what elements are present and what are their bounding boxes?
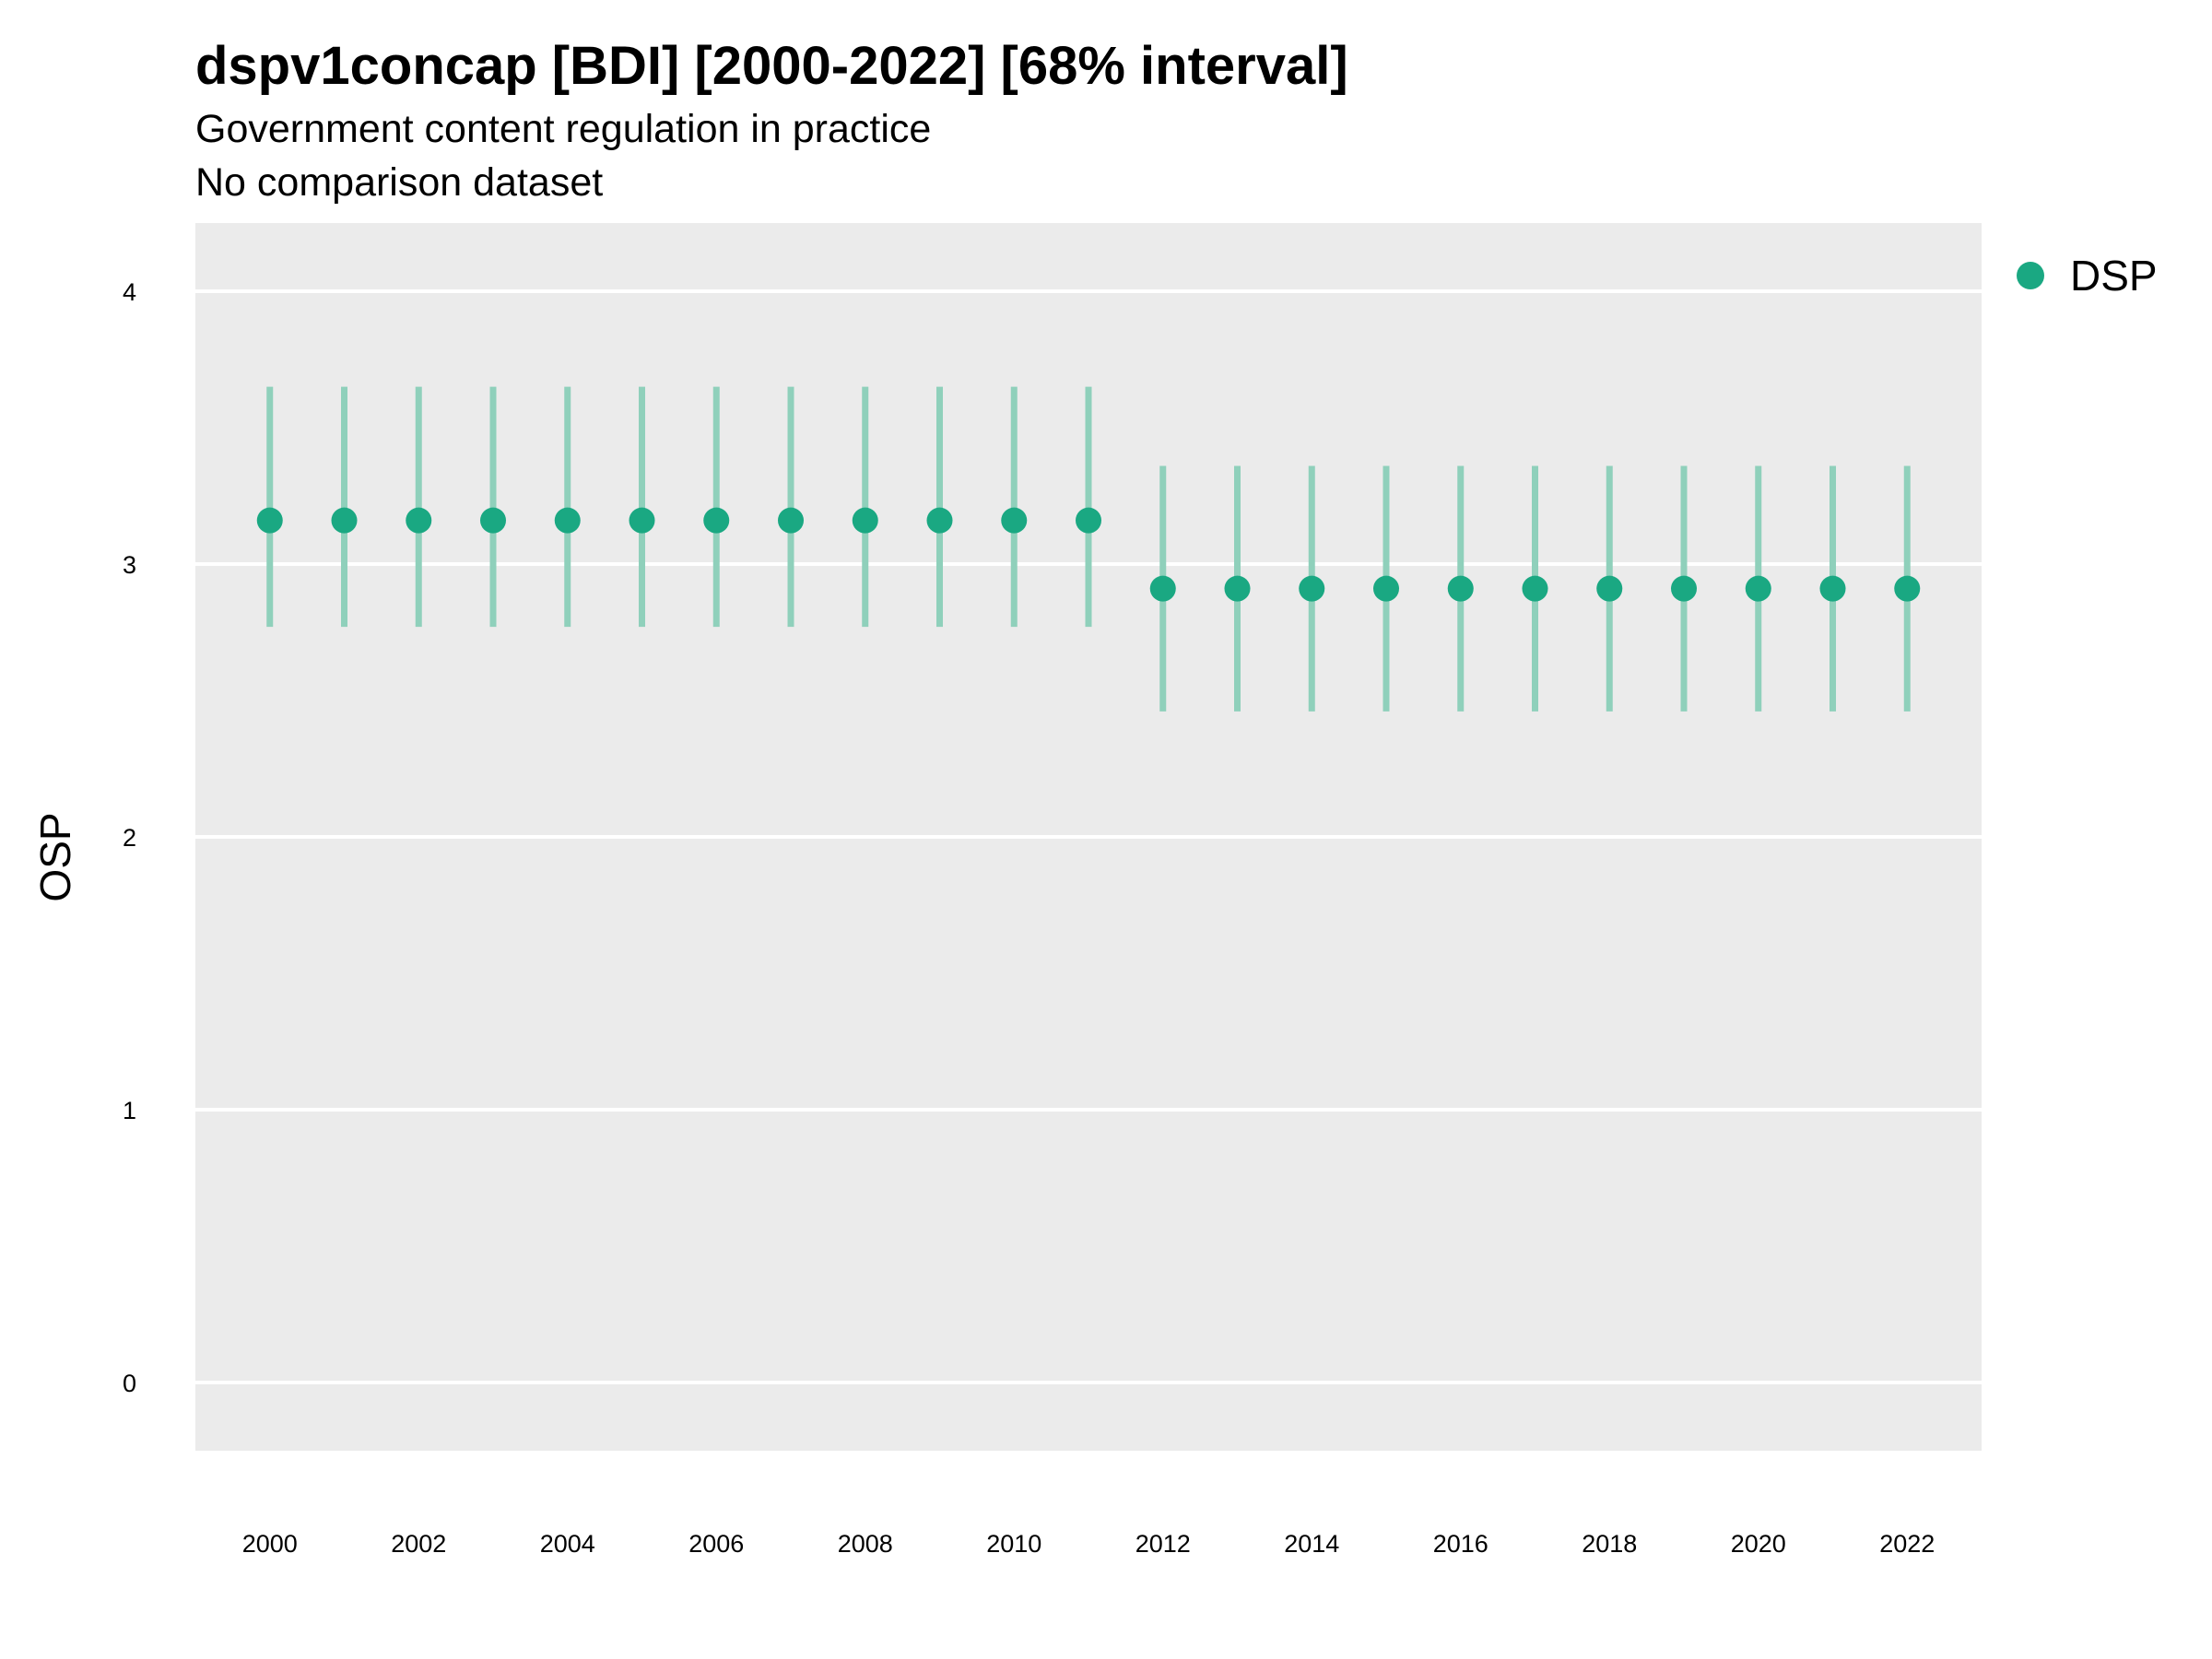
x-tick-label: 2008 (838, 1530, 893, 1558)
x-tick-label: 2014 (1284, 1530, 1339, 1558)
data-point (1745, 575, 1771, 602)
x-tick-labels: 2000 2002 2004 2006 2008 2010 2012 2014 2016 2018… (242, 1530, 1936, 1558)
x-tick-label: 2012 (1135, 1530, 1191, 1558)
chart-title: dspv1concap [BDI] [2000-2022] [68% inter… (195, 36, 1348, 96)
y-tick-labels: 0 1 2 3 4 (123, 278, 136, 1397)
x-tick-label: 2004 (540, 1530, 595, 1558)
legend: DSP (2017, 251, 2158, 300)
data-point (1819, 575, 1846, 602)
x-tick-label: 2022 (1879, 1530, 1935, 1558)
chart-subtitle: Government content regulation in practic… (195, 107, 932, 151)
data-point (1522, 575, 1548, 602)
data-point (480, 507, 506, 534)
data-point (1894, 575, 1921, 602)
data-point (554, 507, 581, 534)
data-point (1447, 575, 1474, 602)
data-point (1076, 507, 1101, 534)
legend-label: DSP (2070, 252, 2158, 300)
data-point (1373, 575, 1399, 602)
legend-dot-icon (2017, 262, 2044, 289)
data-point (1671, 575, 1697, 602)
y-tick-label: 3 (123, 551, 136, 579)
data-point (778, 507, 804, 534)
x-tick-label: 2016 (1433, 1530, 1488, 1558)
data-point (331, 507, 358, 534)
data-point (703, 507, 730, 534)
x-tick-label: 2002 (391, 1530, 446, 1558)
data-point (1224, 575, 1251, 602)
y-tick-label: 1 (123, 1097, 136, 1124)
data-point (256, 507, 283, 534)
interval-lines (266, 386, 1911, 712)
data-point (406, 507, 432, 534)
data-points (256, 507, 1921, 602)
data-point (1001, 507, 1028, 534)
y-tick-label: 4 (123, 278, 136, 306)
x-tick-label: 2010 (986, 1530, 1041, 1558)
data-point (1149, 575, 1176, 602)
x-tick-label: 2000 (242, 1530, 298, 1558)
x-tick-label: 2018 (1582, 1530, 1637, 1558)
data-point (629, 507, 655, 534)
data-point (1596, 575, 1623, 602)
x-tick-label: 2006 (688, 1530, 744, 1558)
y-tick-label: 2 (123, 824, 136, 852)
y-tick-label: 0 (123, 1370, 136, 1397)
data-point (926, 507, 953, 534)
chart-caption: No comparison dataset (195, 160, 604, 205)
data-point (1299, 575, 1325, 602)
x-tick-label: 2020 (1731, 1530, 1786, 1558)
data-point (852, 507, 878, 534)
